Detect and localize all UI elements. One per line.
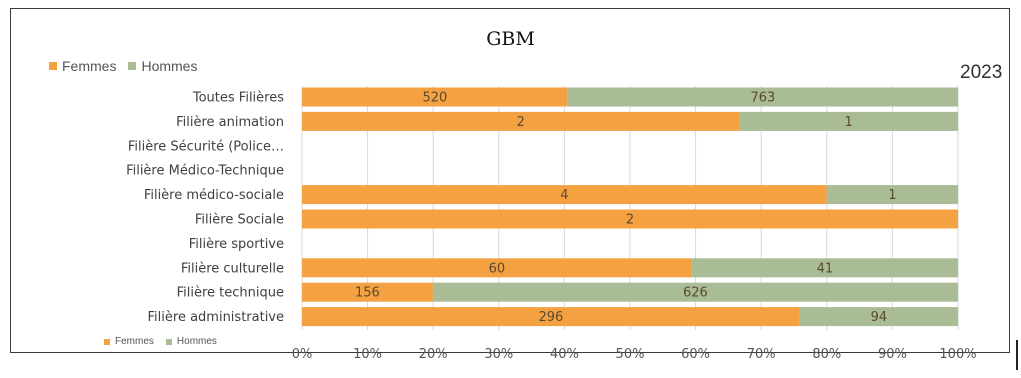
bar-femmes xyxy=(302,87,568,107)
legend-swatch-hommes xyxy=(128,62,137,70)
x-tick-label: 0% xyxy=(292,347,313,362)
x-tick-label: 90% xyxy=(878,347,907,362)
data-label: 763 xyxy=(751,91,776,106)
data-label: 1 xyxy=(845,115,853,130)
legend-label-femmes-bottom: Femmes xyxy=(115,336,154,347)
data-label: 520 xyxy=(423,91,448,106)
x-tick-label: 50% xyxy=(616,347,645,362)
legend-item-femmes-bottom: Femmes xyxy=(104,336,154,347)
legend-bottom: Femmes Hommes xyxy=(104,336,217,347)
legend-item-femmes: Femmes xyxy=(49,58,116,74)
x-tick-label: 10% xyxy=(353,347,382,362)
x-tick-label: 30% xyxy=(484,347,513,362)
data-label: 2 xyxy=(626,213,634,228)
data-label: 626 xyxy=(683,286,708,301)
bar-femmes xyxy=(302,282,433,302)
category-label: Filière Sécurité (Police… xyxy=(128,139,284,154)
bar-femmes xyxy=(302,111,740,131)
x-tick-label: 80% xyxy=(812,347,841,362)
legend-swatch-femmes xyxy=(49,62,57,70)
legend-label-hommes-bottom: Hommes xyxy=(176,336,217,347)
chart-frame xyxy=(10,8,1010,353)
category-label: Filière technique xyxy=(177,286,284,301)
bar-hommes xyxy=(691,258,958,278)
category-label: Filière Sociale xyxy=(195,213,284,228)
x-tick-label: 100% xyxy=(939,347,976,362)
category-label: Filière Médico-Technique xyxy=(126,164,284,179)
bar-hommes xyxy=(799,307,958,327)
legend-top: Femmes Hommes xyxy=(49,58,197,74)
data-label: 60 xyxy=(489,261,506,276)
bar-femmes xyxy=(302,209,958,229)
x-tick-label: 60% xyxy=(681,347,710,362)
legend-label-femmes: Femmes xyxy=(62,58,117,74)
data-label: 94 xyxy=(871,310,888,325)
data-label: 296 xyxy=(539,310,564,325)
data-label: 156 xyxy=(355,286,380,301)
legend-swatch-femmes-bottom xyxy=(104,338,110,345)
category-label: Toutes Filières xyxy=(192,91,284,106)
legend-item-hommes-bottom: Hommes xyxy=(165,336,217,347)
bar-femmes xyxy=(302,258,692,278)
bar-femmes xyxy=(302,185,827,205)
x-tick-label: 20% xyxy=(419,347,448,362)
bar-femmes xyxy=(302,307,800,327)
x-tick-label: 70% xyxy=(747,347,776,362)
bar-hommes xyxy=(432,282,958,302)
data-label: 2 xyxy=(517,115,525,130)
category-label: Filière culturelle xyxy=(181,261,284,276)
category-label: Filière sportive xyxy=(189,237,284,252)
legend-item-hommes: Hommes xyxy=(128,58,197,74)
bar-hommes xyxy=(567,87,958,107)
text-cursor xyxy=(1016,340,1018,370)
bar-hommes xyxy=(739,111,958,131)
legend-label-hommes: Hommes xyxy=(141,58,198,74)
x-tick-label: 40% xyxy=(550,347,579,362)
bar-hommes xyxy=(826,185,958,205)
category-label: Filière médico-sociale xyxy=(144,188,284,203)
year-label: 2023 xyxy=(960,62,1003,83)
chart-title: GBM xyxy=(486,28,535,50)
data-label: 1 xyxy=(888,188,896,203)
data-label: 4 xyxy=(560,188,568,203)
data-label: 41 xyxy=(817,261,834,276)
category-label: Filière administrative xyxy=(148,310,284,325)
legend-swatch-hommes-bottom xyxy=(165,338,172,345)
category-label: Filière animation xyxy=(176,115,284,130)
